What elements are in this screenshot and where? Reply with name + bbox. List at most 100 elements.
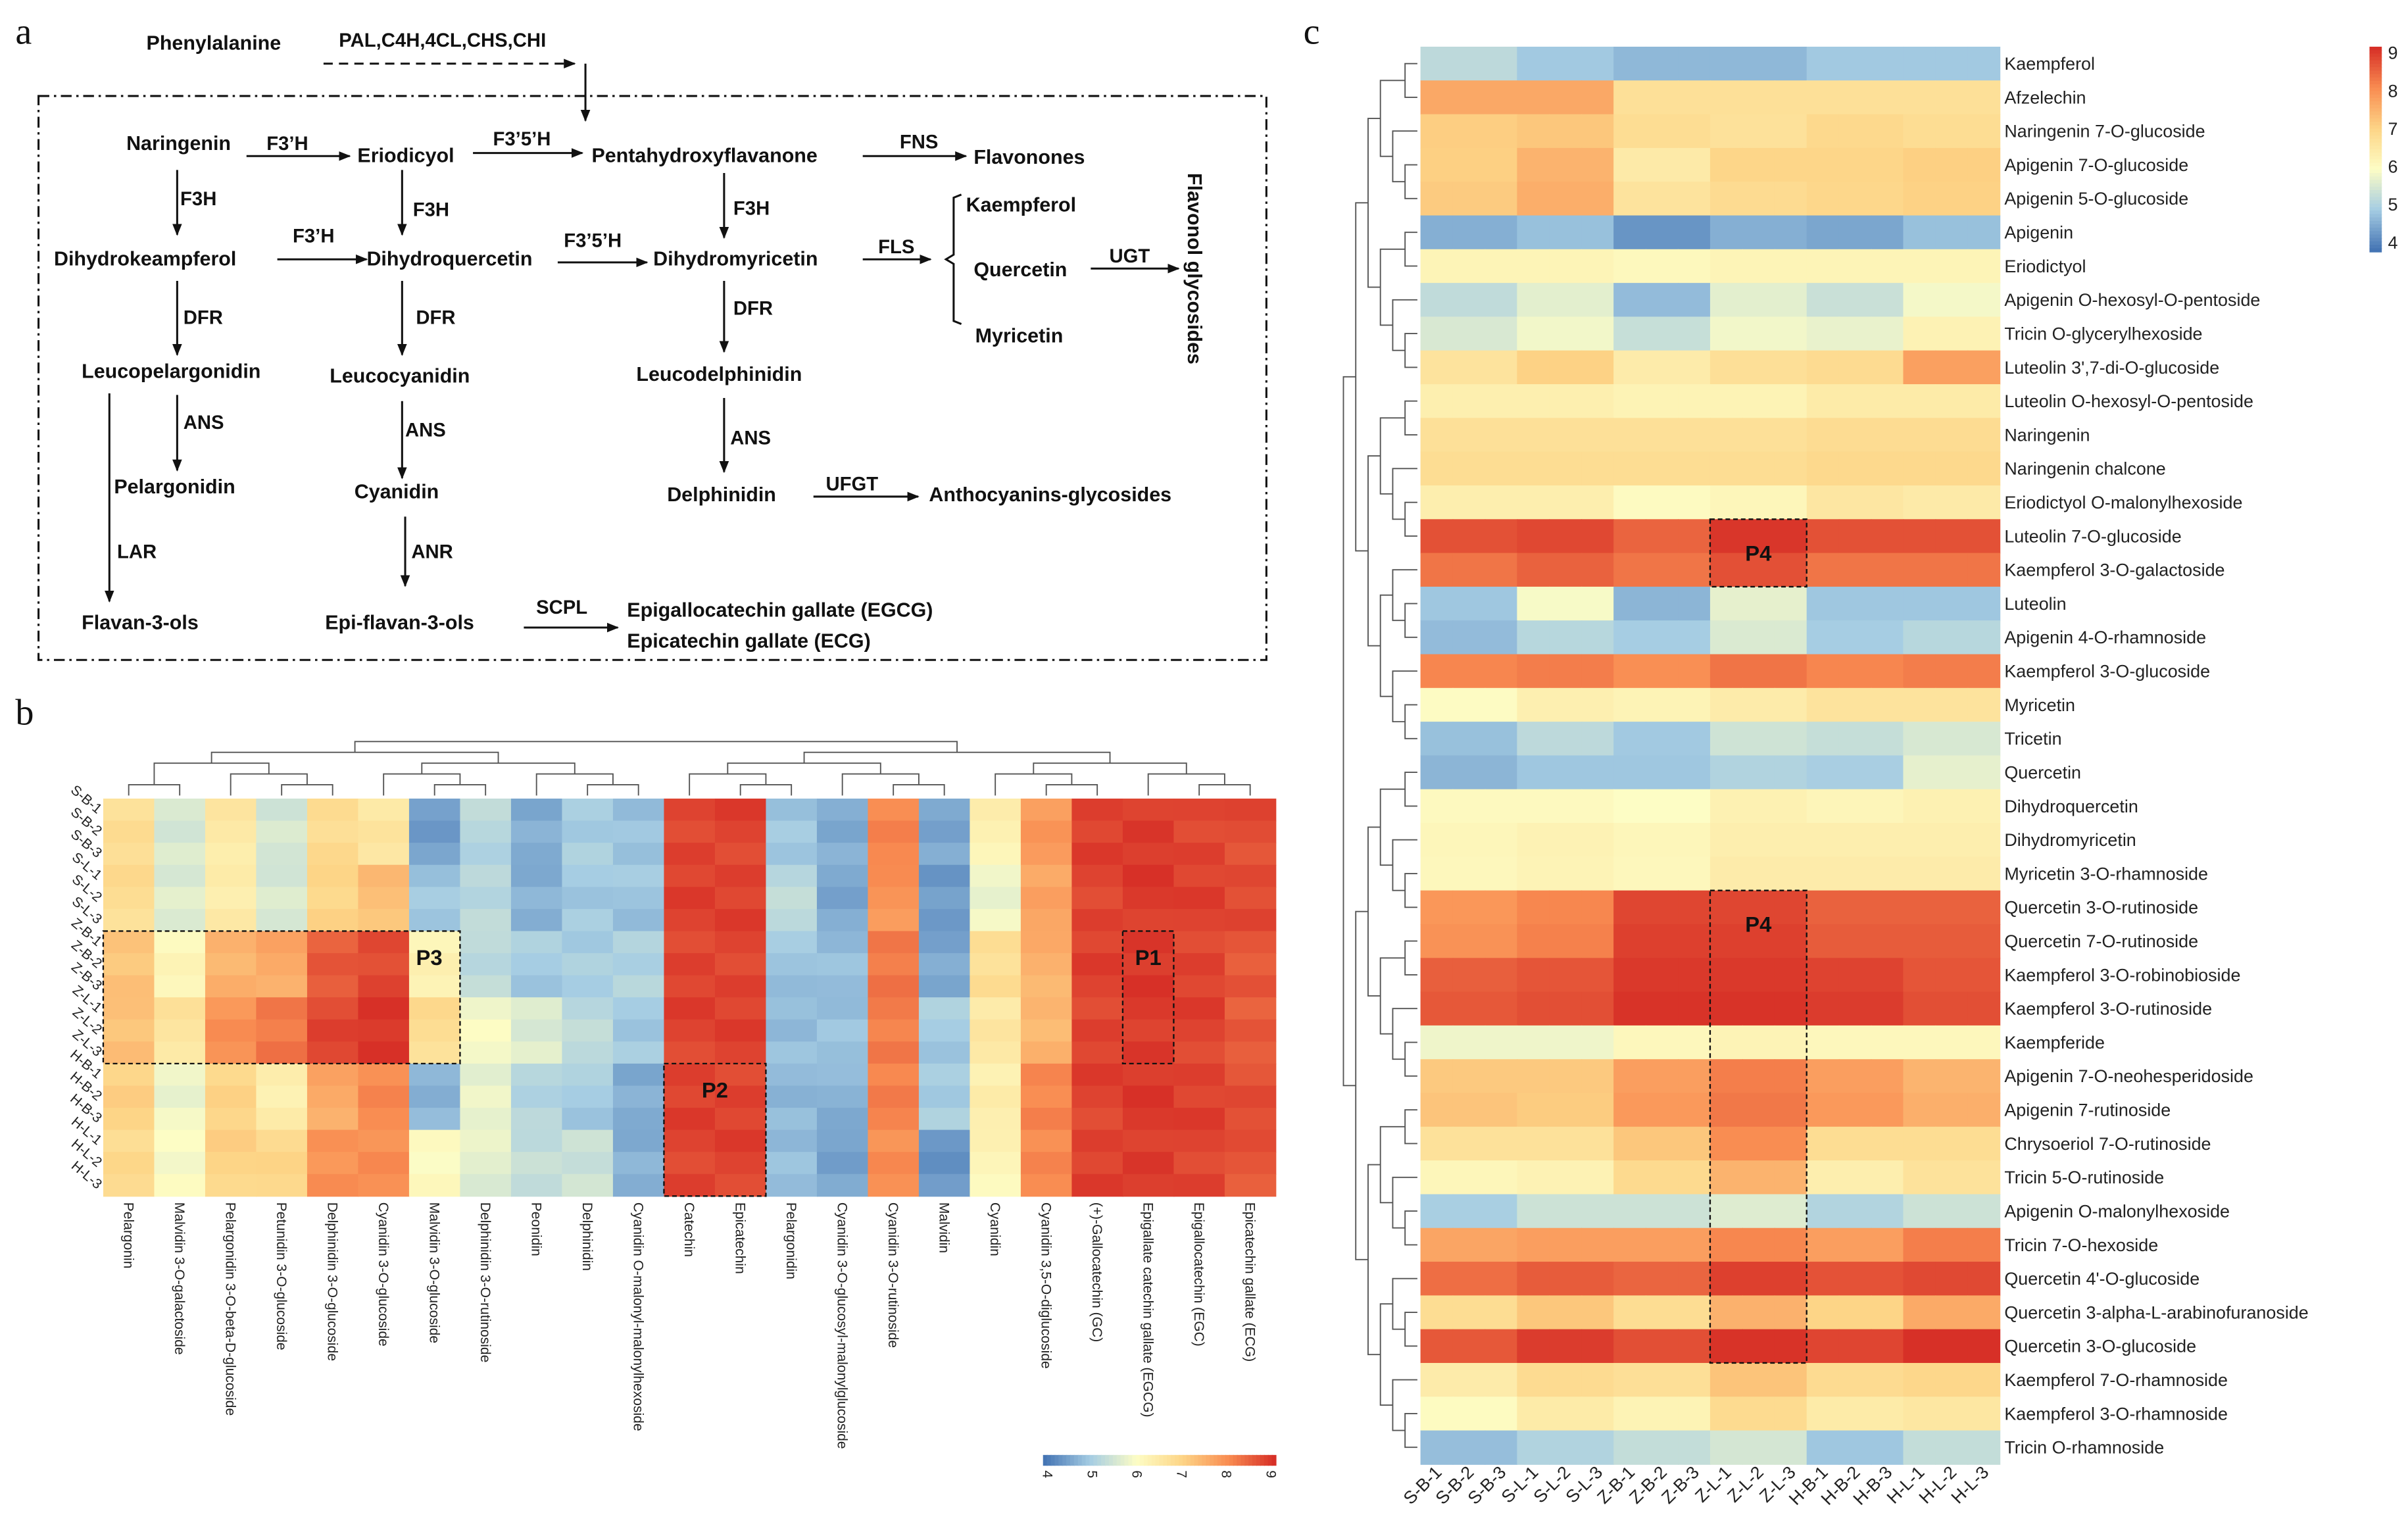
heatmap-cell [1838,1362,1872,1398]
heatmap-cell [1420,418,1454,453]
colorbar-segment [1225,1454,1230,1466]
heatmap-cell [1485,1329,1518,1364]
heatmap-cell [408,1152,461,1175]
heatmap-cell [1420,215,1454,250]
heatmap-cell [1420,755,1454,790]
heatmap-cell [1774,1126,1807,1162]
colorbar-segment [2369,97,2382,103]
heatmap-cell [1452,1262,1486,1297]
heatmap-cell [1742,1295,1775,1330]
colorbar-segment [1264,1454,1269,1466]
dendrogram-branch [1392,130,1417,183]
heatmap-cell [1485,586,1518,622]
heatmap-cell [1420,316,1454,351]
heatmap-cell [1613,451,1647,486]
colorbar-segment [1271,1454,1277,1466]
heatmap-cell [1613,249,1647,284]
heatmap-cell [1517,1295,1550,1330]
heatmap-cell [1420,350,1454,385]
heatmap-cell [1935,316,1969,351]
colorbar-segment [2369,80,2382,86]
heatmap-cell [1838,519,1872,554]
heatmap-cell [1420,654,1454,689]
heatmap-cell [1967,1262,2001,1297]
heatmap-cell [460,1174,512,1197]
colorbar-segment [2369,57,2382,61]
heatmap-cell [307,908,359,932]
row-label: Apigenin O-hexosyl-O-pentoside [2004,290,2260,310]
heatmap-cell [1517,924,1550,959]
heatmap-cell [1646,823,1679,858]
dendrogram-branch [354,741,958,753]
heatmap-cell [510,843,563,866]
colorbar-segment [1151,1454,1156,1466]
dendrogram-branch [587,783,639,796]
column-label: Cyanidin [987,1202,1002,1256]
heatmap-cell [1224,1174,1277,1197]
heatmap-cell [664,799,716,822]
heatmap-cell [1452,958,1486,993]
heatmap-cell [1678,1295,1711,1330]
heatmap-anthocyanins: Pelargonin Malvidin 3-O-galactoside Pelarg… [67,741,1278,1478]
colorbar-segment [1256,1454,1262,1466]
heatmap-cell [1517,1059,1550,1094]
heatmap-cell [1967,283,2001,318]
heatmap-cell [1903,722,1936,756]
heatmap-cell [1774,283,1807,318]
heatmap-cell [1774,46,1807,82]
dendrogram-branch [1033,762,1187,774]
heatmap-cell [1517,451,1550,486]
heatmap-cell [1517,350,1550,385]
heatmap-cell [1806,1227,1840,1262]
heatmap-cell [1871,46,1904,82]
heatmap-cell [1020,820,1073,844]
heatmap-cell [1967,755,2001,790]
enzyme-label: UFGT [825,474,878,495]
heatmap-cell [1967,114,2001,149]
heatmap-cell [1485,215,1518,250]
heatmap-cell [1420,114,1454,149]
column-label: (+)-Gallocatechin (GC) [1089,1202,1104,1343]
heatmap-cell [1903,1025,1936,1060]
heatmap-cell [256,1041,308,1064]
heatmap-cell [1452,1329,1486,1364]
colorbar-segment [2369,132,2382,137]
heatmap-cell [1020,1041,1073,1064]
colorbar-segment [2369,149,2382,154]
heatmap-cell [1806,586,1840,622]
heatmap-cell [1806,1329,1840,1364]
heatmap-cell [1581,722,1615,756]
dendrogram-branch [1379,1303,1393,1406]
heatmap-cell [1581,1262,1615,1297]
column-label: Delphinidin [579,1202,595,1271]
heatmap-cell [1903,1362,1936,1398]
heatmap-cell [562,1085,614,1108]
heatmap-cell [1549,418,1583,453]
heatmap-cell [1935,485,1969,520]
heatmap-cell [1452,1362,1486,1398]
heatmap-cell [1517,80,1550,115]
heatmap-cell [1774,1059,1807,1094]
heatmap-cell [154,1063,206,1087]
heatmap-cell [154,1041,206,1064]
heatmap-cell [714,864,767,888]
heatmap-cell [664,1063,716,1087]
heatmap-cell [510,975,563,999]
heatmap-cell [1838,485,1872,520]
heatmap-cell [1678,890,1711,925]
heatmap-cell [1646,316,1679,351]
heatmap-cell [1742,1194,1775,1229]
heatmap-cell [1709,350,1743,385]
heatmap-cell [868,953,920,976]
heatmap-cell [816,887,869,910]
heatmap-cell [1549,755,1583,790]
highlight-box-label: P4 [1745,912,1772,937]
heatmap-cell [1224,820,1277,844]
heatmap-cell [1678,114,1711,149]
heatmap-cell [1903,519,1936,554]
heatmap-cell [868,887,920,910]
heatmap-cell [1742,283,1775,318]
heatmap-cell [1613,1227,1647,1262]
heatmap-cell [1709,114,1743,149]
heatmap-cell [510,997,563,1020]
